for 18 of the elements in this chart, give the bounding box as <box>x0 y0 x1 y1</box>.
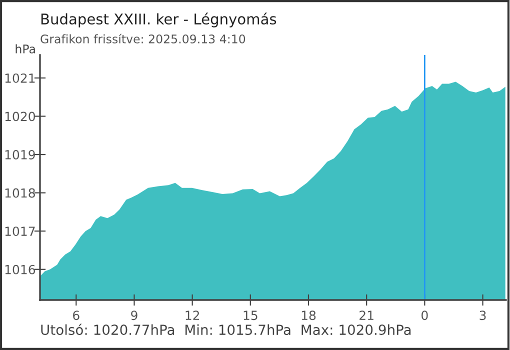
x-tick-label: 21 <box>360 310 374 320</box>
x-tick-label: 0 <box>422 310 428 320</box>
y-axis-title: hPa <box>16 44 35 54</box>
text: Utolsó: 1020.77hPa Min: 1015.7hPa Max: 1020.9hPa <box>41 324 411 336</box>
x-tick-label: 15 <box>244 310 258 320</box>
y-tick-label: 1020 <box>5 112 36 122</box>
y-tick-label: 1018 <box>5 188 35 198</box>
chart-subtitle: Grafikon frissítve: 2025.09.13 4:10 <box>40 34 246 44</box>
x-tick-label: 18 <box>302 310 316 320</box>
x-tick-label: 9 <box>131 310 138 320</box>
y-tick-label: 1019 <box>5 150 35 160</box>
y-tick-label: 1021 <box>5 73 35 83</box>
chart-title: Budapest XXIII. ker - Légnyomás <box>41 12 276 28</box>
x-tick-label: 3 <box>480 310 486 320</box>
x-tick-label: 6 <box>73 310 80 320</box>
y-tick-label: 1017 <box>5 226 35 236</box>
y-tick-label: 1016 <box>5 264 36 274</box>
x-tick-label: 12 <box>186 310 200 320</box>
